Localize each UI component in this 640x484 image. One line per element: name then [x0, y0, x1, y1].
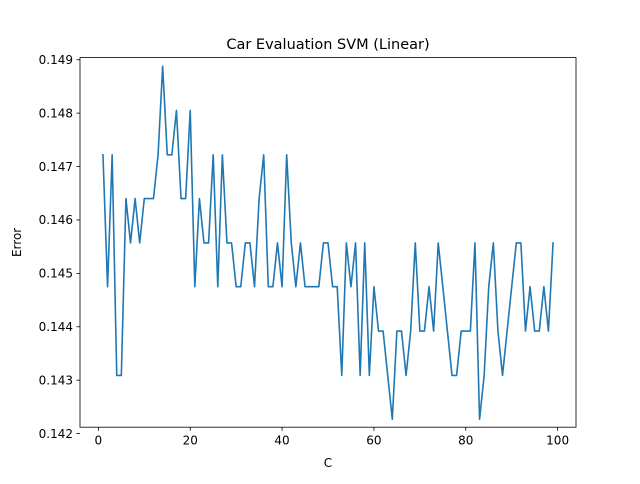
x-tick-label: 60 — [366, 434, 381, 448]
y-tick-label: 0.142 — [39, 427, 73, 441]
x-axis-label: C — [324, 456, 332, 470]
x-tick-label: 0 — [95, 434, 103, 448]
series-layer — [102, 65, 554, 420]
x-tick-label: 100 — [546, 434, 569, 448]
x-tick-label: 40 — [274, 434, 289, 448]
x-tick-label: 20 — [183, 434, 198, 448]
y-tick-label: 0.147 — [39, 160, 73, 174]
y-tick-label: 0.145 — [39, 267, 73, 281]
y-axis-ticks: 0.142 0.143 0.144 0.145 0.146 0.147 0.148 0.149 — [39, 53, 80, 441]
chart-title: Car Evaluation SVM (Linear) — [226, 37, 429, 53]
y-tick-label: 0.149 — [39, 53, 73, 67]
x-tick-label: 80 — [458, 434, 473, 448]
x-axis-ticks: 0 20 40 60 80 100 — [95, 427, 569, 448]
series-line-0 — [102, 65, 554, 420]
y-tick-label: 0.146 — [39, 213, 73, 227]
y-tick-label: 0.143 — [39, 373, 73, 387]
y-axis-label: Error — [10, 228, 24, 257]
axes-frame — [79, 57, 577, 428]
y-tick-label: 0.144 — [39, 320, 73, 334]
y-tick-label: 0.148 — [39, 106, 73, 120]
